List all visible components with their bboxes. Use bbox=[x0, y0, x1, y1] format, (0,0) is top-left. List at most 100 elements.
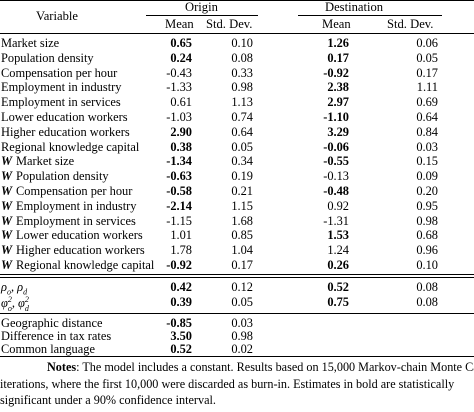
pair-row-std: 0.02 bbox=[231, 342, 253, 356]
spatial-phi-origin-std: 0.05 bbox=[231, 295, 253, 309]
variable-label-text: Higher education workers bbox=[16, 243, 145, 258]
spatial-weight-prefix: W bbox=[1, 198, 13, 213]
variable-label-text: Employment in industry bbox=[16, 198, 137, 213]
destination-std-cell: 0.96 bbox=[416, 243, 438, 258]
origin-mean-cell: -0.92 bbox=[166, 258, 192, 272]
destination-mean-cell: -1.31 bbox=[323, 213, 349, 228]
notes-line-3: significant under a 90% confidence inter… bbox=[0, 393, 216, 407]
origin-std-cell: 0.21 bbox=[231, 184, 253, 198]
destination-std-cell: 1.11 bbox=[416, 80, 438, 95]
spatial-phi-destination-mean: 0.75 bbox=[327, 295, 349, 309]
variable-label: W Market size bbox=[1, 155, 74, 167]
origin-underline bbox=[146, 15, 258, 16]
destination-header: Destination bbox=[325, 0, 384, 14]
origin-mean-header: Mean bbox=[165, 17, 194, 31]
origin-std-cell: 0.08 bbox=[231, 50, 253, 65]
destination-std-cell: 0.05 bbox=[416, 50, 438, 65]
destination-mean-cell: -0.06 bbox=[323, 139, 349, 154]
origin-std-cell: 0.64 bbox=[231, 124, 253, 139]
origin-mean-cell: -1.33 bbox=[166, 80, 192, 95]
variable-label: Market size bbox=[1, 37, 59, 49]
destination-std-cell: 0.95 bbox=[416, 198, 438, 213]
spatial-weight-prefix: W bbox=[1, 154, 13, 169]
origin-mean-cell: 2.90 bbox=[170, 124, 192, 139]
destination-std-cell: 0.20 bbox=[416, 184, 438, 198]
origin-std-cell: 0.05 bbox=[231, 139, 253, 154]
destination-mean-cell: -1.10 bbox=[323, 110, 349, 124]
variable-label-text: Market size bbox=[16, 154, 75, 169]
pair-rule-bottom bbox=[0, 356, 474, 357]
spatial-weight-prefix: W bbox=[1, 228, 13, 243]
variable-label-text: Market size bbox=[1, 36, 60, 50]
pair-row-mean: 0.52 bbox=[170, 342, 192, 356]
destination-mean-cell: 1.53 bbox=[327, 228, 349, 243]
origin-std-cell: 0.85 bbox=[231, 228, 253, 243]
spatial-rho-destination-mean: 0.52 bbox=[327, 280, 349, 294]
notes-line-2: iterations, where the first 10,000 were … bbox=[0, 376, 455, 391]
destination-std-header: Std. Dev. bbox=[387, 17, 434, 31]
spatial-phi-label: φ2o, φ2d bbox=[1, 295, 29, 313]
destination-mean-cell: -0.48 bbox=[323, 184, 349, 198]
variable-label: W Population density bbox=[1, 170, 109, 182]
origin-std-cell: 0.74 bbox=[231, 110, 253, 124]
destination-std-cell: 0.84 bbox=[416, 124, 438, 139]
destination-mean-cell: 2.38 bbox=[327, 80, 349, 95]
origin-mean-cell: -2.14 bbox=[166, 198, 192, 213]
variable-label-text: Higher education workers bbox=[1, 124, 130, 139]
spatial-weight-prefix: W bbox=[1, 184, 13, 198]
destination-mean-cell: -0.92 bbox=[323, 65, 349, 80]
destination-std-cell: 0.09 bbox=[416, 169, 438, 184]
header-rule bbox=[0, 33, 474, 34]
origin-mean-cell: -1.03 bbox=[166, 110, 192, 124]
variable-label-text: Lower education workers bbox=[16, 228, 143, 243]
pair-row-label: Geographic distance bbox=[1, 316, 103, 330]
variable-label-text: Employment in services bbox=[16, 213, 136, 228]
spatial-rho-destination-std: 0.08 bbox=[416, 280, 438, 294]
pair-row-mean: -0.85 bbox=[166, 316, 192, 330]
origin-mean-cell: 1.01 bbox=[170, 228, 192, 243]
variable-label: W Employment in industry bbox=[1, 200, 137, 212]
notes-label: Notes bbox=[47, 360, 77, 374]
variable-label: Lower education workers bbox=[1, 111, 128, 123]
spatial-rule-bottom bbox=[0, 313, 474, 314]
spatial-weight-prefix: W bbox=[1, 169, 13, 184]
variable-label-text: Regional knowledge capital bbox=[16, 258, 155, 272]
spatial-weight-prefix: W bbox=[1, 258, 13, 272]
origin-mean-cell: 1.78 bbox=[170, 243, 192, 258]
destination-std-cell: 0.98 bbox=[416, 213, 438, 228]
variable-label: Population density bbox=[1, 52, 94, 64]
origin-std-cell: 1.13 bbox=[231, 95, 253, 110]
variable-label-text: Employment in services bbox=[1, 95, 121, 110]
destination-mean-cell: 0.92 bbox=[327, 198, 349, 213]
destination-std-cell: 0.10 bbox=[416, 258, 438, 272]
destination-mean-cell: 1.24 bbox=[327, 243, 349, 258]
origin-std-cell: 1.04 bbox=[231, 243, 253, 258]
origin-mean-cell: 0.65 bbox=[170, 36, 192, 50]
spatial-weight-prefix: W bbox=[1, 243, 13, 258]
spatial-rho-origin-mean: 0.42 bbox=[170, 280, 192, 294]
destination-std-cell: 0.15 bbox=[416, 154, 438, 169]
spatial-phi-destination-std: 0.08 bbox=[416, 295, 438, 309]
origin-mean-cell: -0.63 bbox=[166, 169, 192, 184]
spatial-weight-prefix: W bbox=[1, 213, 13, 228]
origin-mean-cell: 0.38 bbox=[170, 139, 192, 154]
origin-std-cell: 0.19 bbox=[231, 169, 253, 184]
destination-mean-cell: 2.97 bbox=[327, 95, 349, 110]
variable-label: Higher education workers bbox=[1, 126, 130, 138]
destination-mean-cell: 0.17 bbox=[327, 50, 349, 65]
origin-mean-cell: 0.24 bbox=[170, 50, 192, 65]
spatial-rho-label: ρo, ρd bbox=[1, 280, 28, 297]
spatial-rule-top-b bbox=[0, 277, 474, 278]
origin-std-cell: 0.34 bbox=[231, 154, 253, 169]
origin-header: Origin bbox=[185, 0, 218, 14]
variable-label: Regional knowledge capital bbox=[1, 140, 139, 153]
pair-row-label: Common language bbox=[1, 342, 95, 356]
destination-mean-cell: -0.13 bbox=[323, 169, 349, 184]
origin-mean-cell: -1.34 bbox=[166, 154, 192, 169]
variable-label: W Regional knowledge capital bbox=[1, 259, 154, 271]
variable-label: W Compensation per hour bbox=[1, 185, 132, 197]
origin-mean-cell: -1.15 bbox=[166, 213, 192, 228]
variable-label: Compensation per hour bbox=[1, 66, 117, 79]
variable-label-text: Lower education workers bbox=[1, 110, 128, 124]
variable-label-text: Compensation per hour bbox=[16, 184, 133, 198]
